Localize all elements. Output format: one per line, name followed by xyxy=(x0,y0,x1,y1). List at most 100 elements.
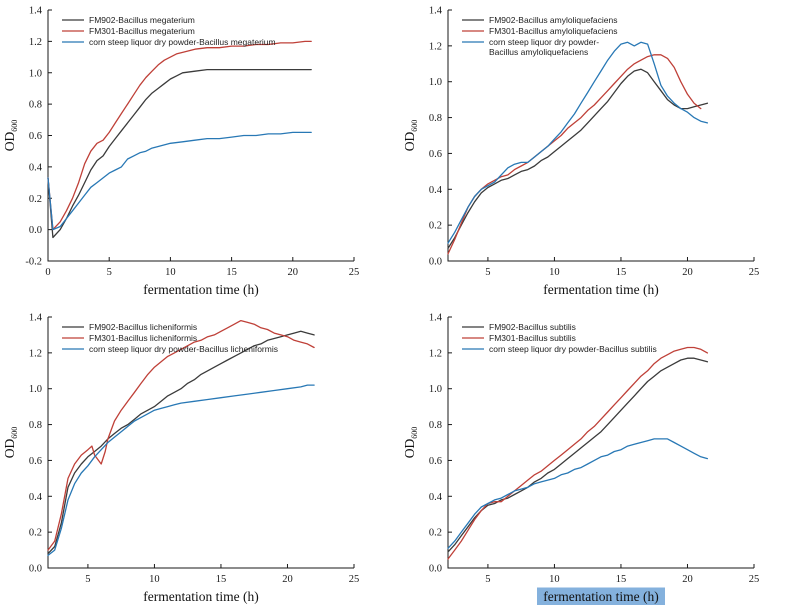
x-axis-label: fermentation time (h) xyxy=(143,282,258,297)
y-tick-label: 0.2 xyxy=(29,194,42,205)
x-tick-label: 25 xyxy=(349,267,360,278)
y-tick-label: 0.8 xyxy=(429,113,442,124)
x-tick-label: 10 xyxy=(149,574,160,585)
x-axis-label: fermentation time (h) xyxy=(543,589,658,604)
y-tick-label: 0.6 xyxy=(29,456,42,467)
legend-label: FM902-Bacillus subtilis xyxy=(489,322,576,332)
y-tick-label: 1.4 xyxy=(429,313,443,324)
x-tick-label: 15 xyxy=(216,574,227,585)
y-tick-label: 0.2 xyxy=(429,528,442,539)
y-tick-label: 0.0 xyxy=(429,257,442,268)
axes xyxy=(47,317,354,569)
legend: FM902-Bacillus megateriumFM301-Bacillus … xyxy=(62,15,276,47)
y-tick-label: 0.8 xyxy=(429,420,442,431)
legend: FM902-Bacillus licheniformisFM301-Bacill… xyxy=(62,322,278,354)
y-tick-label: -0.2 xyxy=(25,257,42,268)
series-line-fm902 xyxy=(447,357,709,553)
y-tick-label: 1.2 xyxy=(29,348,42,359)
x-tick-label: 25 xyxy=(749,267,760,278)
chart-svg-bacillus-amyloliquefaciens: 5 10 15 20 25 0.0 0.2 0.4 0.6 0.8 1.0 1.2 1.4 FM902-B… xyxy=(402,6,760,298)
y-tick-label: 0.8 xyxy=(29,100,42,111)
y-axis-label: OD600 xyxy=(402,120,419,152)
x-tick-label: 15 xyxy=(616,574,627,585)
series-line-csl xyxy=(47,131,312,231)
series-line-fm902 xyxy=(47,330,315,555)
chart-svg-bacillus-licheniformis: 5 10 15 20 25 0.0 0.2 0.4 0.6 0.8 1.0 1.2 1.4 FM902-B… xyxy=(2,313,360,605)
series-line-fm301 xyxy=(47,319,315,551)
chart-bacillus-amyloliquefaciens: 5 10 15 20 25 0.0 0.2 0.4 0.6 0.8 1.0 1.2 1.4 FM902-B… xyxy=(400,0,800,307)
legend-label: FM301-Bacillus licheniformis xyxy=(89,333,197,343)
axes xyxy=(447,317,754,569)
x-tick-label: 10 xyxy=(165,267,176,278)
x-tick-label: 25 xyxy=(349,574,360,585)
series-line-csl xyxy=(47,384,315,557)
x-tick-label: 10 xyxy=(549,267,560,278)
legend-label: corn steep liquor dry powder-Bacillus su… xyxy=(489,344,657,354)
y-tick-label: 0.0 xyxy=(429,564,442,575)
y-axis-label: OD600 xyxy=(2,427,19,459)
y-tick-label: 0.2 xyxy=(429,221,442,232)
x-tick-label: 10 xyxy=(549,574,560,585)
x-tick-label: 5 xyxy=(107,267,112,278)
x-tick-label: 20 xyxy=(288,267,299,278)
y-tick-label: 0.0 xyxy=(29,564,42,575)
y-tick-label: 0.4 xyxy=(429,492,443,503)
legend-label: corn steep liquor dry powder-Bacillus li… xyxy=(89,344,278,354)
y-tick-label: 1.2 xyxy=(429,348,442,359)
x-tick-label: 0 xyxy=(45,267,50,278)
legend-label: FM902-Bacillus licheniformis xyxy=(89,322,197,332)
legend-label: FM301-Bacillus amyloliquefaciens xyxy=(489,26,618,36)
legend-label: FM301-Bacillus megaterium xyxy=(89,26,195,36)
legend-label: corn steep liquor dry powder- xyxy=(489,37,599,47)
chart-svg-bacillus-megaterium: 0 5 10 15 20 25 -0.2 0.0 0.2 0.4 0.6 0.8 1.0 1.2 1.4 FM… xyxy=(2,6,360,298)
y-tick-label: 1.4 xyxy=(429,6,443,17)
legend-label: FM902-Bacillus megaterium xyxy=(89,15,195,25)
x-tick-label: 15 xyxy=(616,267,627,278)
y-tick-label: 0.6 xyxy=(29,131,42,142)
series-line-csl xyxy=(447,438,709,549)
series-line-csl xyxy=(447,41,709,244)
y-tick-label: 0.2 xyxy=(29,528,42,539)
series-line-fm301 xyxy=(47,40,312,231)
y-tick-label: 0.4 xyxy=(29,162,43,173)
y-tick-label: 0.0 xyxy=(29,225,42,236)
x-tick-label: 25 xyxy=(749,574,760,585)
legend-label: Bacillus amyloliquefaciens xyxy=(489,47,588,57)
y-tick-label: 1.2 xyxy=(29,37,42,48)
chart-bacillus-licheniformis: 5 10 15 20 25 0.0 0.2 0.4 0.6 0.8 1.0 1.2 1.4 FM902-B… xyxy=(0,307,400,614)
y-tick-label: 1.0 xyxy=(29,384,42,395)
xlabel-selection-highlight xyxy=(537,587,665,605)
chart-svg-bacillus-subtilis: 5 10 15 20 25 0.0 0.2 0.4 0.6 0.8 1.0 1.2 1.4 FM902-B… xyxy=(402,313,760,605)
y-tick-label: 1.2 xyxy=(429,41,442,52)
x-tick-label: 5 xyxy=(485,574,490,585)
x-tick-label: 15 xyxy=(226,267,237,278)
x-axis-label: fermentation time (h) xyxy=(143,589,258,604)
y-tick-label: 0.4 xyxy=(29,492,43,503)
axes xyxy=(47,10,354,262)
y-tick-label: 0.6 xyxy=(429,456,442,467)
y-tick-label: 1.0 xyxy=(429,384,442,395)
y-tick-label: 1.4 xyxy=(29,313,43,324)
y-tick-label: 0.6 xyxy=(429,149,442,160)
series-line-fm902 xyxy=(447,68,709,250)
legend-label: FM902-Bacillus amyloliquefaciens xyxy=(489,15,618,25)
x-axis-label: fermentation time (h) xyxy=(543,282,658,297)
y-axis-label: OD600 xyxy=(2,120,19,152)
series-line-fm301 xyxy=(447,346,709,560)
y-tick-label: 1.0 xyxy=(29,68,42,79)
chart-bacillus-megaterium: 0 5 10 15 20 25 -0.2 0.0 0.2 0.4 0.6 0.8 1.0 1.2 1.4 FM… xyxy=(0,0,400,307)
legend-label: corn steep liquor dry powder-Bacillus me… xyxy=(89,37,276,47)
y-tick-label: 1.4 xyxy=(29,6,43,17)
legend: FM902-Bacillus amyloliquefaciensFM301-Ba… xyxy=(462,15,618,57)
y-tick-label: 1.0 xyxy=(429,77,442,88)
y-tick-label: 0.8 xyxy=(29,420,42,431)
x-tick-label: 5 xyxy=(85,574,90,585)
series-line-fm301 xyxy=(447,54,702,255)
x-tick-label: 5 xyxy=(485,267,490,278)
y-tick-label: 0.4 xyxy=(429,185,443,196)
x-tick-label: 20 xyxy=(682,267,693,278)
y-axis-label: OD600 xyxy=(402,427,419,459)
